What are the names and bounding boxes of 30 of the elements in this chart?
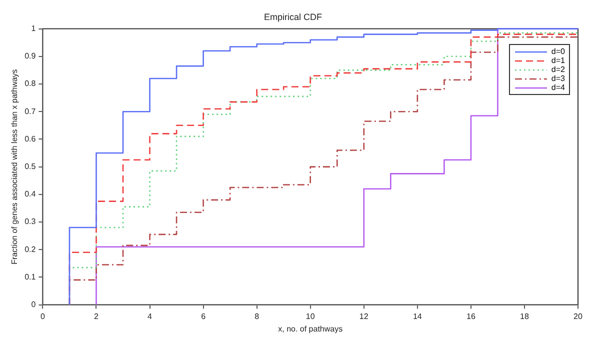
y-tick-label: 0.5 — [24, 162, 36, 172]
x-tick-label: 8 — [254, 312, 260, 321]
y-tick-label: 0.1 — [24, 272, 36, 282]
y-axis-title: Fraction of genes associated with less than x pathways — [10, 69, 20, 264]
legend-label: d=4 — [551, 83, 565, 92]
y-tick-label: 0.4 — [24, 190, 36, 199]
x-tick-label: 20 — [574, 312, 583, 321]
x-tick-label: 12 — [359, 312, 369, 321]
x-tick-label: 18 — [520, 312, 530, 321]
legend-label: d=0 — [551, 47, 565, 56]
legend-label: d=2 — [551, 65, 565, 74]
y-tick-label: 0 — [31, 300, 36, 310]
legend-label: d=3 — [551, 74, 565, 83]
y-tick-label: 0.7 — [24, 106, 36, 116]
x-tick-label: 10 — [306, 312, 316, 321]
y-tick-label: 0.6 — [24, 134, 36, 144]
x-tick-label: 2 — [94, 312, 100, 321]
chart-title: Empirical CDF — [264, 12, 322, 22]
y-tick-label: 1 — [31, 24, 36, 34]
y-tick-label: 0.9 — [24, 52, 36, 61]
y-tick-label: 0.2 — [24, 244, 36, 254]
y-tick-label: 0.8 — [24, 79, 36, 88]
x-tick-label: 16 — [466, 312, 476, 321]
legend-label: d=1 — [551, 56, 565, 65]
x-tick-label: 4 — [148, 312, 153, 321]
x-tick-label: 6 — [201, 312, 206, 321]
x-tick-label: 14 — [412, 312, 422, 321]
x-tick-label: 0 — [40, 312, 46, 321]
y-tick-label: 0.3 — [24, 217, 36, 226]
x-axis-title: x, no. of pathways — [278, 324, 343, 334]
